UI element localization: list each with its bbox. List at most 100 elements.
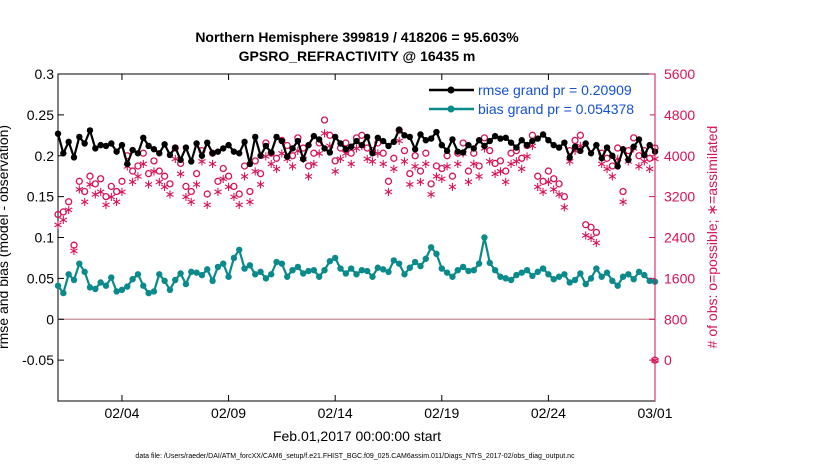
obs-assimilated-point: ∗ <box>575 139 586 154</box>
rmse-point <box>363 133 371 141</box>
bias-point <box>102 282 110 289</box>
bias-point <box>326 258 334 265</box>
chart-subtitle: GPSRO_REFRACTIVITY @ 16435 m <box>239 48 476 64</box>
rmse-point <box>321 145 328 152</box>
bias-point <box>193 269 200 276</box>
obs-assimilated-point: ∗ <box>516 162 527 177</box>
obs-possible-point <box>342 139 350 147</box>
obs-possible-point <box>75 177 83 185</box>
obs-assimilated-point: ∗ <box>399 154 410 169</box>
obs-possible-point <box>65 198 73 206</box>
obs-possible-point <box>214 177 222 185</box>
bias-point <box>310 267 318 274</box>
y-tick-label: 0.3 <box>35 66 55 82</box>
rmse-point <box>475 137 483 144</box>
obs-possible-point <box>102 192 110 201</box>
rmse-point <box>299 155 307 163</box>
bias-point <box>539 265 547 272</box>
bias-point <box>438 265 445 272</box>
obs-assimilated-point: ∗ <box>250 165 261 180</box>
bias-point <box>555 273 563 280</box>
obs-possible-point <box>272 154 281 162</box>
y2-tick-label: 4000 <box>664 148 695 164</box>
obs-assimilated-point: ∗ <box>159 180 170 195</box>
rmse-point <box>150 146 158 153</box>
bias-point <box>321 267 328 274</box>
obs-assimilated-point: ∗ <box>564 154 575 169</box>
obs-assimilated-point: ∗ <box>154 175 165 190</box>
y2-tick-label: 5600 <box>664 66 695 82</box>
obs-assimilated-point: ∗ <box>346 157 357 172</box>
rmse-point <box>635 136 643 143</box>
obs-assimilated-point: ∗ <box>63 203 74 218</box>
bias-point <box>54 282 62 289</box>
rmse-point <box>268 149 275 156</box>
obs-possible-point <box>384 177 393 185</box>
obs-assimilated-point: ∗ <box>378 157 389 172</box>
obs-assimilated-point: ∗ <box>164 188 175 203</box>
obs-assimilated-point: ∗ <box>79 195 90 210</box>
obs-possible-point <box>528 131 537 139</box>
rmse-point <box>491 132 499 140</box>
obs-assimilated-point: ∗ <box>442 159 453 174</box>
rmse-point <box>427 135 435 142</box>
obs-possible-point <box>304 162 313 170</box>
rmse-point <box>486 137 493 145</box>
bias-point <box>156 271 163 278</box>
obs-possible-point <box>619 187 627 196</box>
y-tick-label: -0.05 <box>22 352 54 368</box>
obs-assimilated-point: ∗ <box>90 188 101 203</box>
bias-point <box>209 277 216 285</box>
bias-point <box>417 262 424 270</box>
obs-assimilated-point: ∗ <box>474 170 485 185</box>
rmse-point <box>630 143 637 150</box>
obs-assimilated-point: ∗ <box>548 182 559 197</box>
obs-assimilated-point: ∗ <box>634 159 645 174</box>
obs-possible-point <box>192 169 201 178</box>
bias-point <box>268 271 275 278</box>
obs-possible-point <box>219 164 227 173</box>
bias-point <box>395 260 403 267</box>
obs-assimilated-point: ∗ <box>426 188 437 203</box>
legend-marker-rmse <box>447 86 455 94</box>
x-tick-label: 02/19 <box>424 405 459 421</box>
bias-point <box>625 271 632 278</box>
bias-point <box>598 273 605 280</box>
obs-assimilated-point: ∗ <box>228 190 239 205</box>
bias-point <box>363 267 371 275</box>
obs-assimilated-point: ∗ <box>500 175 511 190</box>
obs-possible-point <box>427 180 435 188</box>
rmse-point <box>534 135 541 142</box>
rmse-point <box>252 133 259 141</box>
bias-point <box>614 282 621 289</box>
y2-tick-label: 0 <box>664 352 672 368</box>
obs-possible-point <box>107 182 115 191</box>
rmse-point <box>539 131 547 138</box>
bias-point <box>129 275 136 283</box>
rmse-point <box>507 139 515 146</box>
obs-possible-point <box>379 149 387 157</box>
obs-assimilated-point: ∗ <box>223 180 234 195</box>
obs-possible-point <box>59 208 67 216</box>
obs-possible-point <box>416 167 425 175</box>
rmse-point <box>113 148 120 155</box>
rmse-point <box>529 137 536 145</box>
obs-possible-point <box>438 164 446 173</box>
bias-point <box>150 288 158 295</box>
obs-assimilated-point: ∗ <box>175 167 186 182</box>
obs-assimilated-point: ∗ <box>612 152 623 167</box>
rmse-point <box>395 126 403 133</box>
x-tick-label: 03/01 <box>637 405 672 421</box>
obs-assimilated-point: ∗ <box>260 149 271 164</box>
bias-point <box>619 273 627 280</box>
obs-possible-point <box>347 149 355 157</box>
obs-assimilated-point: ∗ <box>522 149 533 164</box>
rmse-point <box>555 144 563 151</box>
bias-point <box>92 285 99 293</box>
bias-point <box>550 275 557 283</box>
bias-point <box>273 258 280 266</box>
y2-tick-label: 3200 <box>664 189 695 205</box>
obs-assimilated-point: ∗ <box>117 185 128 200</box>
rmse-point <box>193 140 200 147</box>
bias-point <box>523 267 531 274</box>
